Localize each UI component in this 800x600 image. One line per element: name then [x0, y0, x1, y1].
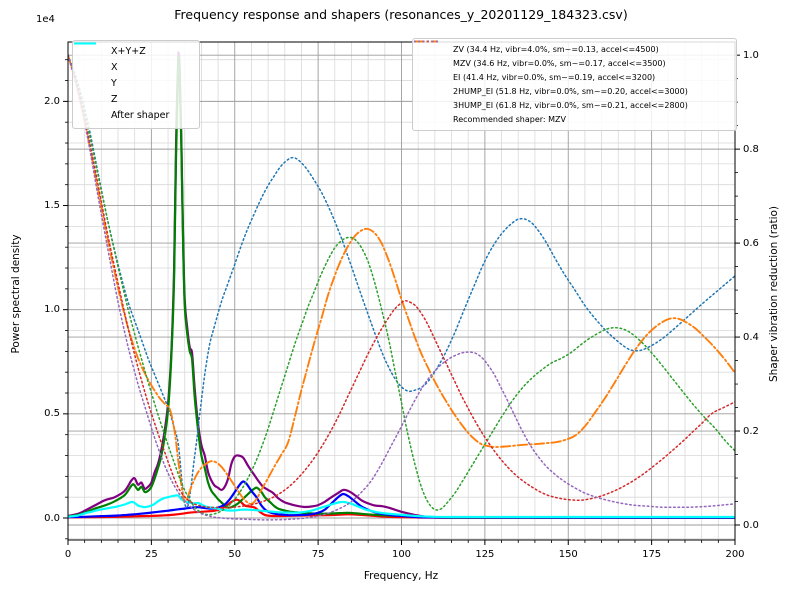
x-tick-label: 75: [311, 549, 325, 560]
legend-psd-item: After shaper: [74, 42, 192, 123]
axis-offset-text: 1e4: [36, 14, 55, 25]
y-right-tick-label: 0.2: [743, 425, 759, 437]
y-right-tick-label: 0.4: [743, 331, 759, 343]
x-tick-label: 50: [228, 549, 242, 560]
legend-shaper-label: MZV (34.6 Hz, vibr=0.0%, sm~=0.17, accel…: [453, 58, 666, 68]
legend-psd-item: Z: [74, 42, 192, 107]
x-tick-label: 100: [391, 549, 412, 560]
legend-shaper-label: ZV (34.4 Hz, vibr=4.0%, sm~=0.13, accel<…: [453, 44, 659, 54]
x-tick-label: 200: [725, 549, 745, 560]
legend-shaper-label: 2HUMP_EI (51.8 Hz, vibr=0.0%, sm~=0.20, …: [453, 86, 688, 96]
legend-shaper-item: ZV (34.4 Hz, vibr=4.0%, sm~=0.13, accel<…: [414, 40, 729, 55]
x-tick-label: 150: [558, 549, 578, 560]
legend-shapers: ZV (34.4 Hz, vibr=4.0%, sm~=0.13, accel<…: [412, 38, 737, 131]
y-right-tick-label: 0.8: [743, 143, 759, 155]
y-axis-label-right: Shaper vibration reduction (ratio): [768, 205, 780, 383]
x-axis-label: Frequency, Hz: [363, 570, 439, 582]
legend-psd-item: Y: [74, 42, 192, 91]
legend-shaper-label: 3HUMP_EI (61.8 Hz, vibr=0.0%, sm~=0.21, …: [453, 100, 688, 110]
y-left-tick-label: 0.0: [44, 512, 60, 524]
legend-psd-label: Y: [111, 78, 117, 90]
legend-psd-label: X+Y+Z: [111, 46, 146, 58]
legend-line-swatch: [414, 40, 438, 43]
y-right-tick-label: 0.0: [743, 519, 759, 531]
legend-shaper-item: 2HUMP_EI (51.8 Hz, vibr=0.0%, sm~=0.20, …: [414, 40, 729, 97]
legend-psd-item: X: [74, 42, 192, 75]
series-shaper-2hump: [68, 54, 735, 509]
recommended-shaper-text: Recommended shaper: MZV: [453, 114, 566, 124]
legend-line-swatch: [74, 42, 96, 45]
y-axis-label-left: Power spectral density: [10, 234, 22, 354]
series-shaper-ei: [68, 54, 735, 516]
series-psd-after: [68, 494, 735, 519]
y-left-tick-label: 0.5: [44, 408, 60, 420]
y-left-tick-label: 1.0: [44, 304, 60, 316]
series-psd-xyz: [68, 51, 735, 519]
legend-psd-item: X+Y+Z: [74, 42, 192, 59]
x-tick-label: 25: [145, 549, 158, 560]
chart-title: Frequency response and shapers (resonanc…: [174, 7, 628, 22]
legend-psd-label: X: [111, 62, 118, 74]
legend-shaper-item: 3HUMP_EI (61.8 Hz, vibr=0.0%, sm~=0.21, …: [414, 40, 729, 111]
y-left-tick-label: 2.0: [44, 95, 60, 107]
y-left-tick-label: 1.5: [44, 200, 60, 212]
x-tick-label: 175: [642, 549, 662, 560]
y-right-tick-label: 0.6: [743, 237, 759, 249]
series-shaper-3hump: [68, 54, 735, 521]
legend-shaper-item: MZV (34.6 Hz, vibr=0.0%, sm~=0.17, accel…: [414, 40, 729, 69]
legend-shaper-item: EI (41.4 Hz, vibr=0.0%, sm~=0.19, accel<…: [414, 40, 729, 83]
legend-psd-label: Z: [111, 94, 118, 106]
y-right-tick-label: 1.0: [743, 49, 759, 61]
legend-line-swatch: [414, 40, 438, 43]
x-tick-label: 125: [475, 549, 495, 560]
x-tick-label: 0: [64, 549, 72, 560]
legend-psd-label: After shaper: [111, 110, 170, 122]
legend-shaper-label: EI (41.4 Hz, vibr=0.0%, sm~=0.19, accel<…: [453, 72, 656, 82]
legend-psd: X+Y+Z X Y Z After shaper: [72, 40, 200, 129]
